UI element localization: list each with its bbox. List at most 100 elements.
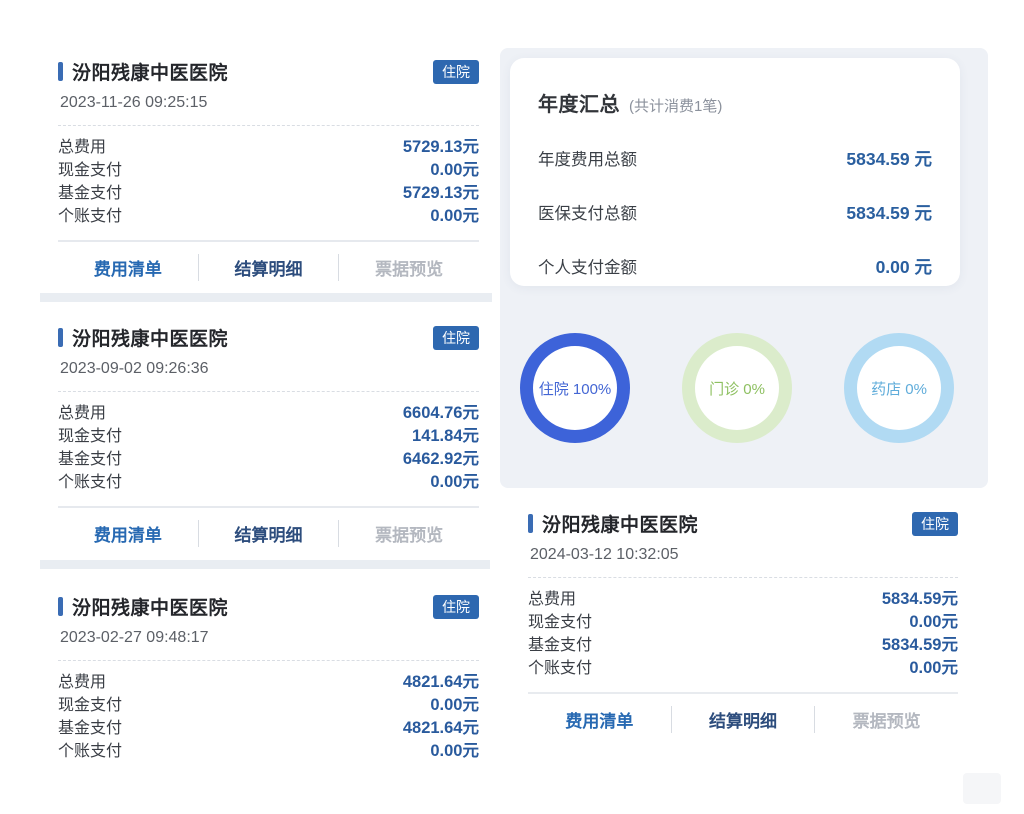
summary-title-row: 年度汇总 (共计消费1笔) (538, 88, 932, 117)
summary-value: 0.00 元 (875, 257, 932, 277)
bill-card-4: 汾阳残康中医医院 住院 2024-03-12 10:32:05 总费用 5834… (490, 488, 1024, 770)
vertical-separator (670, 705, 672, 733)
visit-type-badge: 住院 (433, 325, 479, 350)
inpatient-donut-ring: 住院 100% (520, 333, 630, 443)
hospital-name: 汾阳残康中医医院 (72, 329, 229, 350)
fee-list-button[interactable]: 费用清单 (58, 521, 198, 546)
bill-list-column: 汾阳残康中医医院 住院 2023-11-26 09:25:15 总费用 5729… (40, 48, 492, 814)
invoice-preview-button[interactable]: 票据预览 (815, 707, 958, 732)
fee-label: 现金支付 (58, 697, 123, 714)
summary-row: 医保支付总额 5834.59 元 (538, 200, 932, 225)
fee-value: 6604.76元 (402, 404, 479, 422)
settlement-detail-button[interactable]: 结算明细 (199, 521, 339, 546)
visit-type-badge: 住院 (433, 594, 479, 619)
fee-label: 个账支付 (58, 208, 123, 225)
fee-value: 6462.92元 (402, 450, 479, 468)
fee-label: 个账支付 (58, 743, 123, 760)
bill-card-2: 汾阳残康中医医院 住院 2023-09-02 09:26:36 总费用 6604… (40, 302, 492, 560)
annual-summary-card: 年度汇总 (共计消费1笔) 年度费用总额 5834.59 元 医保支付总额 58… (510, 58, 960, 286)
fee-row: 总费用 5729.13元 (58, 136, 479, 159)
bill-datetime: 2023-02-27 09:48:17 (60, 629, 209, 646)
fee-label: 个账支付 (58, 474, 123, 491)
dashed-divider (58, 125, 479, 126)
fee-row: 总费用 5834.59元 (528, 588, 958, 611)
fee-label: 总费用 (58, 139, 107, 156)
summary-label: 医保支付总额 (538, 205, 637, 223)
card-gap-band (40, 293, 492, 302)
fee-row: 基金支付 4821.64元 (58, 717, 479, 740)
fee-row: 个账支付 0.00元 (58, 740, 479, 763)
title-accent-bar (528, 514, 533, 533)
fee-value: 5834.59元 (881, 590, 958, 608)
bill-card-3: 汾阳残康中医医院 住院 2023-02-27 09:48:17 总费用 4821… (40, 569, 492, 814)
outpatient-donut-ring: 门诊 0% (682, 333, 792, 443)
fee-label: 现金支付 (58, 428, 123, 445)
fee-value: 141.84元 (412, 427, 479, 445)
settlement-detail-button[interactable]: 结算明细 (199, 255, 339, 280)
fee-row: 现金支付 0.00元 (528, 611, 958, 634)
fee-row: 基金支付 5834.59元 (528, 634, 958, 657)
fee-value: 0.00元 (430, 473, 479, 491)
summary-value: 5834.59 元 (846, 203, 932, 223)
dashed-divider (58, 391, 479, 392)
dashed-divider (528, 577, 958, 578)
fee-value: 0.00元 (909, 659, 958, 677)
hospital-name: 汾阳残康中医医院 (72, 598, 229, 619)
solid-divider (58, 240, 479, 242)
hospital-name: 汾阳残康中医医院 (542, 515, 699, 536)
fee-value: 5834.59元 (881, 636, 958, 654)
dashed-divider (58, 660, 479, 661)
summary-label: 年度费用总额 (538, 151, 637, 169)
summary-value: 5834.59 元 (846, 149, 932, 169)
vertical-separator (338, 253, 340, 281)
card-title-row: 汾阳残康中医医院 住院 (58, 324, 479, 351)
vertical-separator (338, 519, 340, 547)
fee-label: 基金支付 (58, 451, 123, 468)
fee-value: 0.00元 (430, 161, 479, 179)
bill-datetime: 2023-09-02 09:26:36 (60, 360, 209, 377)
fee-label: 总费用 (528, 591, 577, 608)
title-accent-bar (58, 328, 63, 347)
fee-label: 个账支付 (528, 660, 593, 677)
card-actions: 费用清单 结算明细 票据预览 (58, 508, 479, 558)
card-actions: 费用清单 结算明细 票据预览 (528, 694, 958, 744)
summary-title: 年度汇总 (538, 94, 620, 116)
fee-list-button[interactable]: 费用清单 (58, 255, 198, 280)
fee-row: 总费用 4821.64元 (58, 671, 479, 694)
hospital-name: 汾阳残康中医医院 (72, 63, 229, 84)
category-donut-row: 住院 100% 门诊 0% 药店 0% (500, 333, 988, 443)
pharmacy-donut-ring: 药店 0% (844, 333, 954, 443)
fee-value: 5729.13元 (402, 138, 479, 156)
bill-card-1: 汾阳残康中医医院 住院 2023-11-26 09:25:15 总费用 5729… (40, 48, 492, 293)
fee-label: 总费用 (58, 405, 107, 422)
card-gap-band (40, 560, 492, 569)
fee-row: 现金支付 141.84元 (58, 425, 479, 448)
fee-label: 基金支付 (528, 637, 593, 654)
fee-list-button[interactable]: 费用清单 (528, 707, 671, 732)
card-title-row: 汾阳残康中医医院 住院 (58, 593, 479, 620)
settlement-detail-button[interactable]: 结算明细 (672, 707, 815, 732)
bottom-right-chip (963, 773, 1001, 804)
invoice-preview-button[interactable]: 票据预览 (339, 255, 479, 280)
fee-label: 基金支付 (58, 185, 123, 202)
fee-row: 现金支付 0.00元 (58, 159, 479, 182)
summary-row: 个人支付金额 0.00 元 (538, 254, 932, 279)
invoice-preview-button[interactable]: 票据预览 (339, 521, 479, 546)
summary-row: 年度费用总额 5834.59 元 (538, 146, 932, 171)
title-accent-bar (58, 62, 63, 81)
bill-datetime: 2023-11-26 09:25:15 (60, 94, 208, 111)
card-actions: 费用清单 结算明细 票据预览 (58, 242, 479, 292)
summary-label: 个人支付金额 (538, 259, 637, 277)
fee-row: 基金支付 5729.13元 (58, 182, 479, 205)
fee-label: 现金支付 (528, 614, 593, 631)
fee-label: 总费用 (58, 674, 107, 691)
bill-datetime: 2024-03-12 10:32:05 (530, 546, 679, 563)
fee-value: 5729.13元 (402, 184, 479, 202)
fee-row: 个账支付 0.00元 (58, 471, 479, 494)
fee-value: 0.00元 (430, 207, 479, 225)
visit-type-badge: 住院 (433, 59, 479, 84)
fee-label: 现金支付 (58, 162, 123, 179)
fee-value: 4821.64元 (402, 719, 479, 737)
card-title-row: 汾阳残康中医医院 住院 (528, 510, 958, 537)
vertical-separator (197, 253, 199, 281)
